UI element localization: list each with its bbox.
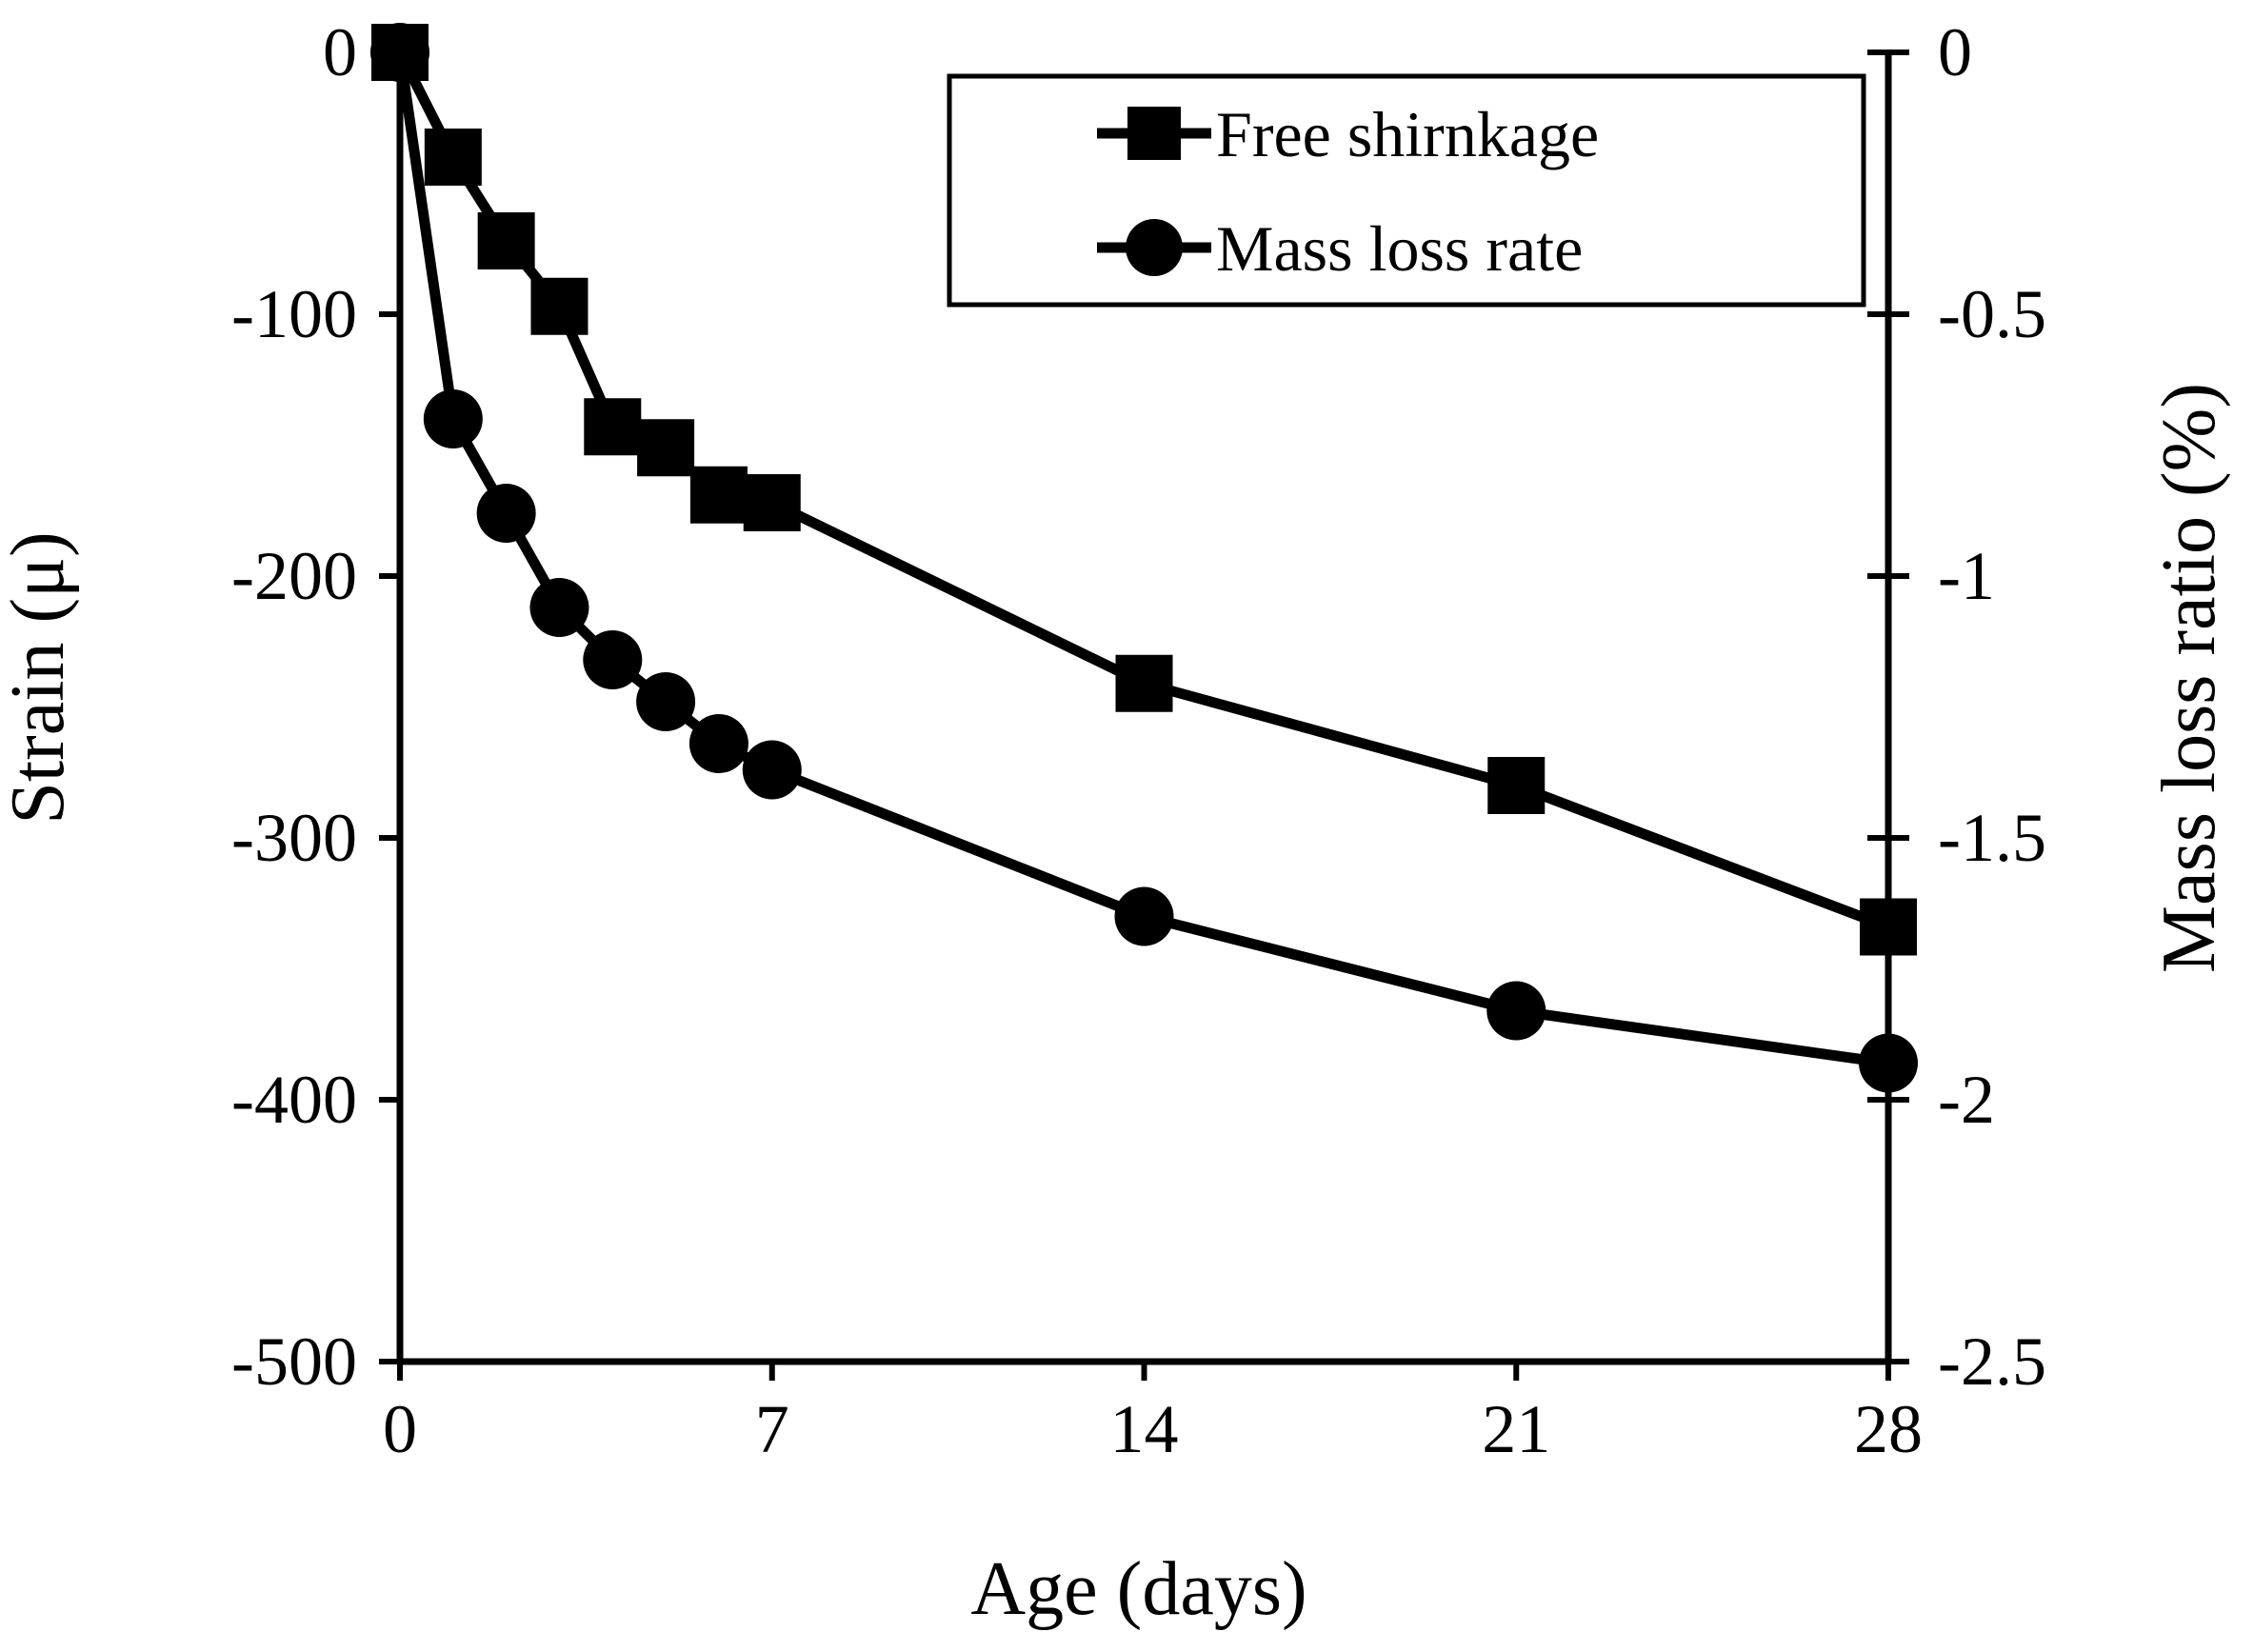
series-circle <box>370 23 1918 1093</box>
data-point-square <box>530 277 588 335</box>
data-point-square <box>1860 898 1917 956</box>
x-tick-label: 21 <box>1482 1391 1550 1467</box>
data-point-square <box>637 419 695 477</box>
data-point-square <box>1487 757 1546 814</box>
y2-tick-label: -1 <box>1938 538 1995 614</box>
x-tick-label: 28 <box>1854 1391 1923 1467</box>
data-point-square <box>689 466 748 524</box>
data-point-circle <box>370 23 429 82</box>
legend-label: Free shirnkage <box>1216 98 1599 170</box>
data-point-square <box>424 129 482 186</box>
legend-entry: Mass loss rate <box>1097 212 1583 285</box>
data-point-circle <box>476 484 536 543</box>
y-tick-label: -400 <box>231 1062 357 1138</box>
y2-tick-label: 0 <box>1938 14 1972 90</box>
y-axis-title: Strain (μ) <box>0 531 80 824</box>
data-point-circle <box>636 672 696 731</box>
y-tick-label: -300 <box>231 800 357 876</box>
data-point-circle <box>688 714 748 773</box>
data-point-square <box>1115 654 1173 712</box>
legend-square-marker <box>1127 107 1181 160</box>
data-point-circle <box>1114 886 1174 946</box>
series <box>370 23 1918 1093</box>
x-tick-label: 7 <box>755 1391 789 1467</box>
legend-label: Mass loss rate <box>1216 212 1583 285</box>
y2-axis-title: Mass loss ratio (%) <box>2147 383 2231 973</box>
y-tick-label: -500 <box>231 1324 357 1400</box>
y2-tick-label: -1.5 <box>1938 800 2046 876</box>
tick-marks <box>379 50 1909 1381</box>
data-point-circle <box>742 740 802 800</box>
x-axis-title: Age (days) <box>970 1547 1307 1631</box>
legend-entry: Free shirnkage <box>1097 98 1599 170</box>
data-point-square <box>743 474 801 531</box>
y2-tick-label: -2.5 <box>1938 1324 2046 1400</box>
x-tick-label: 14 <box>1110 1391 1179 1467</box>
legend: Free shirnkage Mass loss rate <box>947 73 1866 308</box>
x-tick-label: 0 <box>383 1391 417 1467</box>
data-point-circle <box>1859 1033 1918 1093</box>
y2-tick-label: -2 <box>1938 1062 1995 1138</box>
y-tick-label: -100 <box>231 276 357 352</box>
y-tick-label: -200 <box>231 538 357 614</box>
data-point-circle <box>1486 981 1546 1041</box>
data-point-square <box>477 212 535 269</box>
tick-labels: 0 -100 -200 -300 -400 -500 0 -0.5 -1 -1.5 -2 -2.5 0 7… <box>231 14 2046 1467</box>
data-point-circle <box>583 630 643 689</box>
data-point-square <box>584 398 642 456</box>
legend-box <box>947 73 1866 308</box>
data-point-circle <box>423 389 483 448</box>
y2-tick-label: -0.5 <box>1938 276 2046 352</box>
y-tick-label: 0 <box>323 14 357 90</box>
data-point-circle <box>529 578 589 637</box>
legend-circle-marker <box>1126 219 1183 276</box>
